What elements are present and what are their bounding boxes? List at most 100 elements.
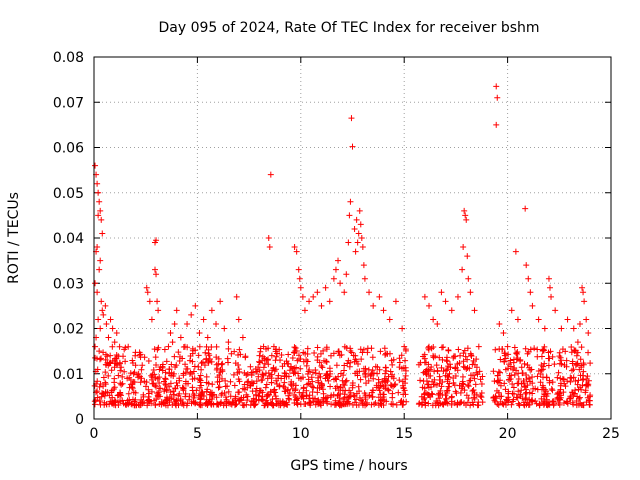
data-point (108, 367, 115, 374)
data-point (502, 386, 509, 393)
data-point (129, 357, 136, 364)
data-point (115, 353, 122, 360)
data-point (457, 352, 464, 359)
data-point (267, 171, 274, 178)
data-point (418, 393, 425, 400)
data-point (235, 351, 242, 358)
data-point (461, 387, 468, 394)
data-point (420, 353, 427, 360)
data-point (216, 383, 223, 390)
data-point (347, 345, 354, 352)
data-point (400, 391, 407, 398)
data-point (323, 344, 330, 351)
data-point (429, 378, 436, 385)
data-point (473, 391, 480, 398)
data-point (377, 348, 384, 355)
data-point (448, 393, 455, 400)
data-point (370, 302, 377, 309)
data-point (333, 362, 340, 369)
data-point (538, 395, 545, 402)
data-point (337, 390, 344, 397)
y-tick-label: 0.08 (53, 50, 84, 66)
data-point (308, 374, 315, 381)
x-tick-label: 15 (395, 426, 413, 442)
data-point (130, 370, 137, 377)
data-point (557, 375, 564, 382)
data-point (107, 316, 114, 323)
data-point (362, 371, 369, 378)
data-point (92, 162, 99, 169)
data-point (99, 307, 106, 314)
data-point (585, 377, 592, 384)
data-point (356, 207, 363, 214)
data-point (115, 391, 122, 398)
data-point (182, 380, 189, 387)
data-point (359, 244, 366, 251)
data-point (152, 266, 159, 273)
data-point (171, 320, 178, 327)
data-point (371, 401, 378, 408)
data-point (312, 367, 319, 374)
data-point (450, 380, 457, 387)
data-point (278, 400, 285, 407)
data-point (455, 346, 462, 353)
data-point (318, 362, 325, 369)
data-point (460, 358, 467, 365)
y-tick-label: 0 (75, 412, 84, 428)
data-point (154, 375, 161, 382)
data-point (530, 385, 537, 392)
y-tick-label: 0.01 (53, 367, 84, 383)
data-point (560, 399, 567, 406)
data-point (286, 396, 293, 403)
data-point (344, 360, 351, 367)
data-point (364, 345, 371, 352)
data-point (137, 354, 144, 361)
data-point (518, 387, 525, 394)
data-point (429, 391, 436, 398)
data-point (197, 402, 204, 409)
data-point (243, 391, 250, 398)
data-point (97, 401, 104, 408)
data-point (389, 401, 396, 408)
data-point (559, 375, 566, 382)
data-point (241, 402, 248, 409)
data-point (402, 367, 409, 374)
data-point (512, 248, 519, 255)
data-point (124, 400, 131, 407)
data-point (442, 298, 449, 305)
data-point (359, 400, 366, 407)
data-point (259, 397, 266, 404)
data-point (297, 365, 304, 372)
data-point (442, 372, 449, 379)
data-point (238, 397, 245, 404)
data-point (165, 343, 172, 350)
data-point (281, 379, 288, 386)
data-point (552, 307, 559, 314)
data-point (523, 389, 530, 396)
data-point (346, 363, 353, 370)
data-point (233, 293, 240, 300)
data-point (264, 375, 271, 382)
data-point (399, 382, 406, 389)
data-point (182, 393, 189, 400)
data-point (162, 369, 169, 376)
data-point (255, 373, 262, 380)
data-point (382, 364, 389, 371)
data-point (444, 366, 451, 373)
data-point (119, 397, 126, 404)
data-point (234, 369, 241, 376)
data-point (327, 352, 334, 359)
data-point (262, 384, 269, 391)
data-point (245, 378, 252, 385)
data-point (173, 397, 180, 404)
data-point (504, 343, 511, 350)
data-point (444, 387, 451, 394)
data-point (396, 377, 403, 384)
data-point (529, 398, 536, 405)
data-point (511, 371, 518, 378)
data-point (167, 389, 174, 396)
data-point (360, 346, 367, 353)
data-point (425, 346, 432, 353)
data-point (264, 402, 271, 409)
data-point (340, 381, 347, 388)
